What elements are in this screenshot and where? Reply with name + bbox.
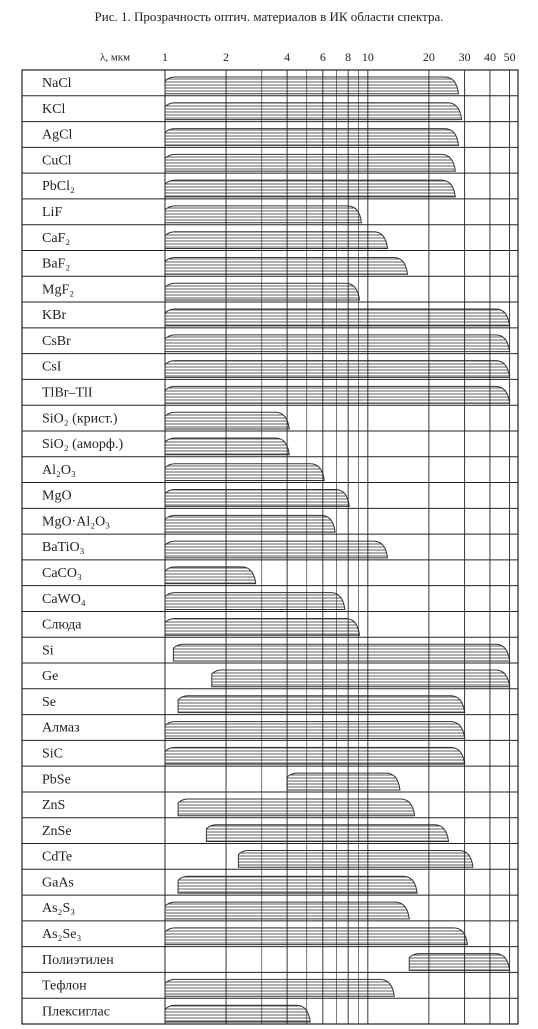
material-label: ZnS (42, 798, 65, 813)
material-label: KBr (42, 308, 66, 323)
material-label: Слюда (42, 618, 82, 633)
material-label: TlBr–TlI (42, 386, 93, 401)
material-label: CaCO₃ (42, 566, 82, 581)
material-label: CaF₂ (42, 231, 70, 246)
transmission-band (177, 875, 418, 894)
material-label: Se (42, 695, 56, 710)
transmission-band (177, 798, 416, 817)
transmission-band (164, 231, 389, 249)
material-label: BaTiO₃ (42, 540, 85, 555)
transmission-band (164, 540, 389, 559)
transmission-band (164, 617, 361, 636)
material-label: MgO (42, 489, 72, 504)
transmission-band (164, 179, 456, 198)
material-label: AgCl (42, 128, 72, 143)
transmission-band (164, 489, 350, 507)
material-label: As₂S₃ (42, 901, 75, 916)
transmission-band (286, 772, 401, 791)
x-tick-label: 30 (459, 50, 471, 64)
transmission-band (164, 978, 395, 997)
x-tick-label: 8 (345, 50, 351, 64)
transmission-band (164, 282, 361, 301)
transmission-band (164, 153, 456, 172)
transmission-band (408, 953, 511, 971)
x-tick-label: 40 (484, 50, 496, 64)
transmission-band (177, 695, 466, 714)
material-label: CsBr (42, 334, 71, 349)
x-tick-label: 10 (362, 50, 374, 64)
transmission-band (164, 360, 511, 378)
material-label: As₂Se₃ (42, 927, 81, 942)
material-label: SiO₂ (аморф.) (42, 437, 123, 452)
material-label: Плексиглас (42, 1004, 110, 1019)
transmission-band (205, 824, 450, 843)
material-label: NaCl (42, 76, 72, 91)
transmission-band (164, 514, 336, 533)
material-label: Тефлон (42, 979, 87, 994)
material-label: CuCl (42, 153, 72, 168)
transmission-band (237, 850, 474, 868)
material-label: SiO₂ (крист.) (42, 411, 118, 426)
transmission-band (164, 927, 469, 946)
transmission-band (164, 411, 290, 430)
transmission-band (164, 334, 511, 353)
material-label: Si (42, 643, 54, 658)
transmission-band (164, 566, 257, 585)
x-axis-label: λ, мкм (100, 52, 130, 64)
material-label: ZnSe (42, 824, 72, 839)
x-tick-label: 2 (223, 50, 229, 64)
material-label: CdTe (42, 850, 72, 865)
transmission-band (164, 385, 511, 404)
frame (21, 69, 519, 1025)
transmission-band (164, 128, 460, 146)
chart-title: Рис. 1. Прозрачность оптич. материалов в… (95, 9, 444, 24)
transmission-band (164, 256, 409, 275)
transmission-band (164, 102, 463, 121)
material-label: PbSe (42, 772, 71, 787)
transmission-band (164, 437, 290, 456)
material-label: SiC (42, 746, 63, 761)
material-label: CaWO₄ (42, 592, 86, 607)
transmission-band (164, 205, 363, 224)
x-tick-label: 4 (284, 50, 290, 64)
material-label: PbCl₂ (42, 179, 75, 194)
transmission-band (164, 463, 325, 482)
material-label: MgO·Al₂O₃ (42, 514, 110, 529)
material-label: GaAs (42, 875, 74, 890)
transmission-band (172, 643, 511, 662)
material-label: BaF₂ (42, 257, 70, 272)
transmission-band (164, 592, 346, 610)
x-tick-label: 50 (504, 50, 516, 64)
transmission-band (164, 721, 466, 739)
material-label: MgF₂ (42, 282, 74, 297)
x-tick-label: 6 (320, 50, 326, 64)
transmission-band (164, 1004, 311, 1023)
transmission-band (164, 746, 466, 765)
x-tick-label: 1 (162, 50, 168, 64)
material-label: Al₂O₃ (42, 463, 76, 478)
transmission-band (164, 76, 460, 95)
material-label: Полиэтилен (42, 953, 114, 968)
x-tick-label: 20 (423, 50, 435, 64)
material-label: KCl (42, 102, 65, 117)
material-label: Алмаз (42, 721, 80, 736)
material-label: Ge (42, 669, 58, 684)
transmission-band (164, 308, 511, 327)
material-label: LiF (42, 205, 62, 220)
material-label: CsI (42, 360, 62, 375)
